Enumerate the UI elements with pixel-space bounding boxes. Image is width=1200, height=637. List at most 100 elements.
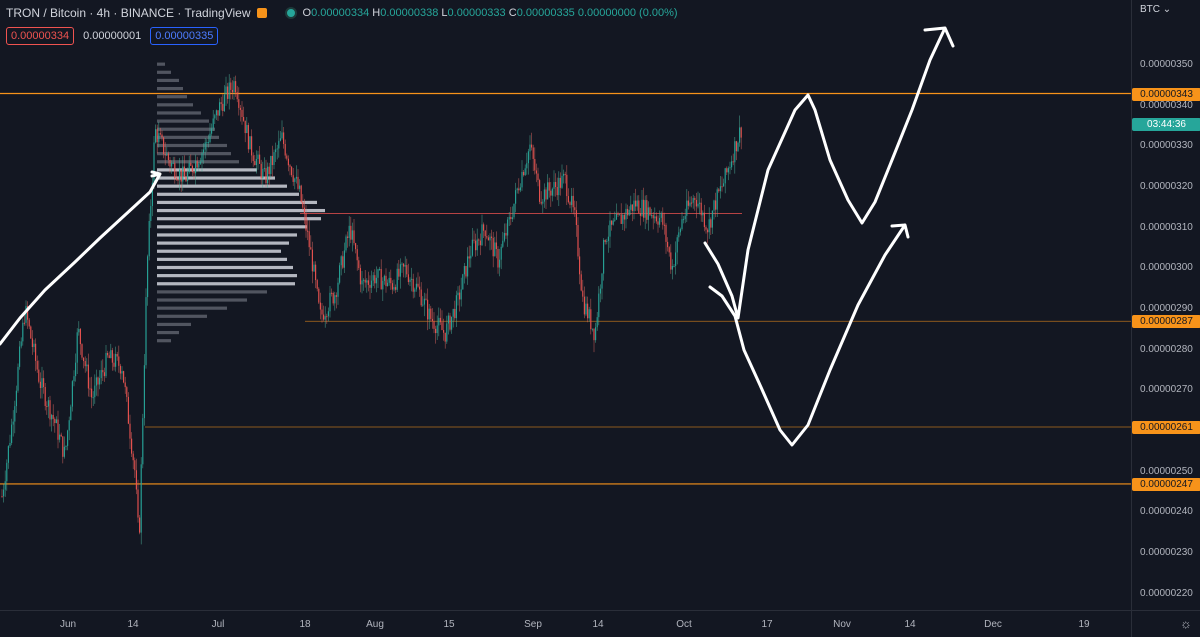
candle-body — [372, 275, 374, 281]
candle-body — [159, 133, 161, 135]
candle-body — [723, 183, 725, 187]
candle-body — [243, 116, 245, 121]
price-tick-label: 0.00000350 — [1140, 59, 1193, 71]
candle-body — [345, 236, 347, 251]
candle-body — [547, 182, 549, 200]
candle-body — [710, 219, 712, 228]
candle-body — [238, 99, 240, 108]
candle-body — [236, 92, 238, 100]
candle-body — [631, 204, 633, 211]
candle-body — [135, 470, 137, 490]
candle-body — [198, 163, 200, 168]
candle-body — [651, 215, 653, 217]
candle-body — [113, 362, 115, 367]
candle-body — [454, 308, 456, 319]
candle-body — [257, 154, 259, 159]
candle-body — [731, 161, 733, 168]
candle-body — [212, 118, 214, 129]
time-tick-label: 18 — [299, 619, 311, 630]
candle-body — [620, 214, 622, 224]
candle-body — [179, 169, 181, 180]
candle-body — [534, 158, 536, 171]
candle-body — [503, 233, 505, 241]
candle-body — [137, 489, 139, 518]
candle-body — [353, 230, 355, 244]
volume-profile-bar — [157, 306, 227, 310]
candle-body — [622, 214, 624, 224]
volume-profile-bar — [157, 217, 321, 221]
candle-body — [121, 371, 123, 374]
candle-body — [43, 378, 45, 387]
candle-body — [318, 288, 320, 303]
market-status-icon[interactable] — [284, 7, 297, 19]
candle-body — [409, 279, 411, 283]
candle-body — [662, 212, 664, 225]
candle-body — [89, 388, 91, 390]
price-tick-label: 0.00000250 — [1140, 465, 1193, 477]
candle-body — [227, 86, 229, 99]
candle-body — [263, 168, 265, 170]
candle-body — [27, 306, 29, 320]
candle-body — [99, 378, 101, 385]
candle-body — [180, 169, 182, 182]
candle-body — [566, 174, 568, 197]
candle-body — [510, 216, 512, 220]
volume-profile-bar — [157, 119, 209, 123]
candle-body — [251, 136, 253, 156]
candle-body — [49, 400, 51, 420]
candle-body — [308, 231, 310, 248]
candle-body — [252, 155, 254, 162]
candle-body — [444, 332, 446, 342]
candle-body — [481, 224, 483, 246]
price-axis[interactable]: BTC ⌄ 0.00000350 0.00000340 0.00000330 0.00… — [1131, 0, 1200, 610]
candle-body — [246, 125, 248, 134]
time-axis[interactable]: Jun 14 Jul 18 Aug 15 Sep 14 Oct 17 Nov 14 Dec 19 — [0, 610, 1131, 637]
candle-body — [615, 213, 617, 220]
candle-body — [31, 338, 33, 347]
volume-profile-bar — [157, 62, 165, 66]
candle-body — [486, 236, 488, 238]
candle-body — [721, 186, 723, 188]
candle-body — [699, 202, 701, 204]
candle-body — [417, 283, 419, 287]
candle-body — [145, 297, 147, 366]
candle-body — [83, 357, 85, 362]
candle-body — [430, 308, 432, 319]
candle-body — [703, 212, 705, 228]
candle-body — [459, 292, 461, 300]
candle-body — [244, 120, 246, 134]
candle-body — [158, 133, 160, 143]
price-chart[interactable] — [0, 0, 1131, 610]
candle-body — [734, 141, 736, 163]
buy-price-button[interactable]: 0.00000335 — [150, 27, 219, 45]
volume-profile-bar — [157, 143, 227, 148]
volume-profile-bar — [157, 314, 207, 318]
candle-body — [452, 308, 454, 317]
symbol-title[interactable]: TRON / Bitcoin · 4h · BINANCE · TradingV… — [6, 6, 251, 20]
volume-profile-bar — [157, 257, 287, 261]
candle-body — [523, 171, 525, 176]
candle-body — [507, 219, 509, 236]
candle-body — [655, 216, 657, 222]
open-key: O — [302, 7, 312, 19]
candle-body — [606, 241, 608, 243]
gear-icon[interactable]: ☼ — [1180, 616, 1192, 631]
candle-body — [711, 210, 713, 228]
candle-body — [423, 298, 425, 305]
chart-area[interactable]: TRON / Bitcoin · 4h · BINANCE · TradingV… — [0, 0, 1131, 610]
sell-price-button[interactable]: 0.00000334 — [6, 27, 75, 45]
currency-unit-dropdown[interactable]: BTC ⌄ — [1140, 4, 1171, 15]
candle-body — [161, 134, 163, 138]
candle-body — [123, 371, 125, 383]
candle-body — [542, 201, 544, 204]
candle-body — [268, 166, 270, 174]
candle-body — [39, 381, 41, 389]
candle-body — [222, 103, 224, 112]
candle-body — [326, 316, 328, 318]
candle-body — [707, 229, 709, 233]
candle-body — [14, 406, 16, 422]
candle-body — [691, 202, 693, 204]
chevron-down-icon: ⌄ — [1162, 4, 1172, 15]
candle-body — [619, 214, 621, 216]
volume-profile-bar — [157, 322, 191, 327]
